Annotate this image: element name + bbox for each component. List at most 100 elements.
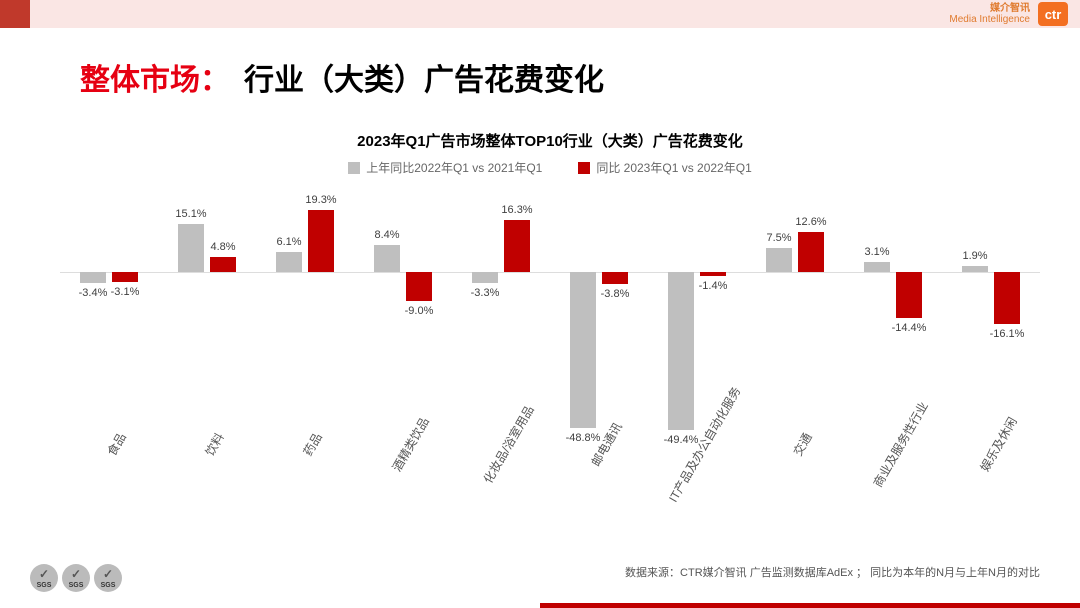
bar-curr [406, 272, 432, 301]
sgs-badge: SGS [30, 564, 58, 592]
x-axis-labels: 食品饮料药品酒精类饮品化妆品/浴室用品邮电通讯IT产品及办公自动化服务交通商业及… [60, 440, 1040, 550]
bar-prev [276, 252, 302, 272]
bar-value-label: 8.4% [374, 229, 399, 241]
top-strip-bg [0, 0, 1080, 28]
bar-groups: -3.4%-3.1% 15.1% 4.8% 6.1% 19.3% 8.4% -9.0% -3.… [60, 192, 1040, 452]
bar-slot: -3.4% [80, 192, 106, 452]
bar-curr [896, 272, 922, 318]
bar-prev [570, 272, 596, 428]
chart: 2023年Q1广告市场整体TOP10行业（大类）广告花费变化 上年同比2022年… [60, 130, 1040, 452]
bar-curr [700, 272, 726, 276]
bar-prev [374, 245, 400, 272]
footer-red-bar [540, 603, 1080, 608]
bar-curr [994, 272, 1020, 324]
bar-slot: 7.5% [766, 192, 792, 452]
legend-swatch-red [578, 162, 590, 174]
legend-item-prev: 上年同比2022年Q1 vs 2021年Q1 [348, 159, 542, 176]
bar-slot: 1.9% [962, 192, 988, 452]
title-red: 整体市场： [80, 55, 230, 99]
x-label: 邮电通讯 [550, 440, 648, 550]
x-label: 娱乐及休闲 [942, 440, 1040, 550]
brand: 媒介智讯 Media Intelligence ctr [949, 2, 1068, 26]
bar-value-label: 12.6% [795, 216, 826, 228]
bar-value-label: -16.1% [990, 328, 1025, 340]
bar-slot: -16.1% [994, 192, 1020, 452]
bar-value-label: 16.3% [501, 204, 532, 216]
x-label: 食品 [60, 440, 158, 550]
bar-prev [472, 272, 498, 283]
bar-slot: 19.3% [308, 192, 334, 452]
bar-slot: 4.8% [210, 192, 236, 452]
x-label: 饮料 [158, 440, 256, 550]
bar-slot: 15.1% [178, 192, 204, 452]
x-label: 化妆品/浴室用品 [452, 440, 550, 550]
chart-title: 2023年Q1广告市场整体TOP10行业（大类）广告花费变化 [60, 130, 1040, 151]
bar-prev [178, 224, 204, 272]
bar-prev [962, 266, 988, 272]
bar-value-label: 6.1% [276, 236, 301, 248]
bar-slot: 3.1% [864, 192, 890, 452]
slide-title: 整体市场： 行业（大类）广告花费变化 [80, 55, 604, 99]
bar-prev [766, 248, 792, 272]
brand-text: 媒介智讯 Media Intelligence [949, 3, 1030, 25]
bar-value-label: -3.3% [471, 287, 500, 299]
bar-curr [602, 272, 628, 284]
bar-prev [864, 262, 890, 272]
bar-group: 1.9% -16.1% [942, 192, 1040, 452]
bar-curr [798, 232, 824, 272]
bar-value-label: 4.8% [210, 241, 235, 253]
bar-curr [308, 210, 334, 272]
bar-slot: -9.0% [406, 192, 432, 452]
bar-group: -48.8% -3.8% [550, 192, 648, 452]
legend-item-curr: 同比 2023年Q1 vs 2022年Q1 [578, 159, 751, 176]
bar-curr [504, 220, 530, 272]
bar-prev [668, 272, 694, 430]
bar-group: 15.1% 4.8% [158, 192, 256, 452]
x-label: 交通 [746, 440, 844, 550]
bar-slot: -3.3% [472, 192, 498, 452]
bar-prev [80, 272, 106, 283]
x-label: IT产品及办公自动化服务 [648, 440, 746, 550]
bar-curr [112, 272, 138, 282]
bar-group: 7.5% 12.6% [746, 192, 844, 452]
menu-button[interactable] [0, 0, 30, 28]
bar-curr [210, 257, 236, 272]
bar-value-label: 7.5% [766, 232, 791, 244]
bar-slot: 12.6% [798, 192, 824, 452]
x-label: 酒精类饮品 [354, 440, 452, 550]
x-label: 药品 [256, 440, 354, 550]
bar-slot: -3.1% [112, 192, 138, 452]
hamburger-icon [0, 0, 16, 12]
bar-slot: -49.4% [668, 192, 694, 452]
bar-value-label: 15.1% [175, 208, 206, 220]
bar-slot: -3.8% [602, 192, 628, 452]
brand-logo: ctr [1038, 2, 1068, 26]
bar-value-label: -3.8% [601, 288, 630, 300]
legend-label-curr: 同比 2023年Q1 vs 2022年Q1 [596, 159, 751, 176]
brand-cn: 媒介智讯 [949, 3, 1030, 14]
bar-group: -3.4%-3.1% [60, 192, 158, 452]
title-black: 行业（大类）广告花费变化 [244, 55, 604, 99]
bar-slot: 8.4% [374, 192, 400, 452]
sgs-badge: SGS [94, 564, 122, 592]
bar-value-label: -1.4% [699, 280, 728, 292]
chart-plot: -3.4%-3.1% 15.1% 4.8% 6.1% 19.3% 8.4% -9.0% -3.… [60, 192, 1040, 452]
legend-swatch-grey [348, 162, 360, 174]
x-label: 商业及服务性行业 [844, 440, 942, 550]
sgs-badge: SGS [62, 564, 90, 592]
bar-slot: 6.1% [276, 192, 302, 452]
bar-value-label: -3.4% [79, 287, 108, 299]
bar-slot: -48.8% [570, 192, 596, 452]
bar-value-label: 19.3% [305, 194, 336, 206]
sgs-badges: SGSSGSSGS [30, 564, 122, 592]
brand-en: Media Intelligence [949, 14, 1030, 25]
chart-legend: 上年同比2022年Q1 vs 2021年Q1 同比 2023年Q1 vs 202… [60, 159, 1040, 176]
bar-group: 8.4% -9.0% [354, 192, 452, 452]
bar-value-label: -9.0% [405, 305, 434, 317]
top-strip: 媒介智讯 Media Intelligence ctr [0, 0, 1080, 28]
bar-value-label: -3.1% [111, 286, 140, 298]
bar-value-label: 1.9% [962, 250, 987, 262]
data-source: 数据来源：CTR媒介智讯 广告监测数据库AdEx ； 同比为本年的N月与上年N月… [625, 564, 1040, 580]
bar-group: 6.1% 19.3% [256, 192, 354, 452]
bar-value-label: -14.4% [892, 322, 927, 334]
